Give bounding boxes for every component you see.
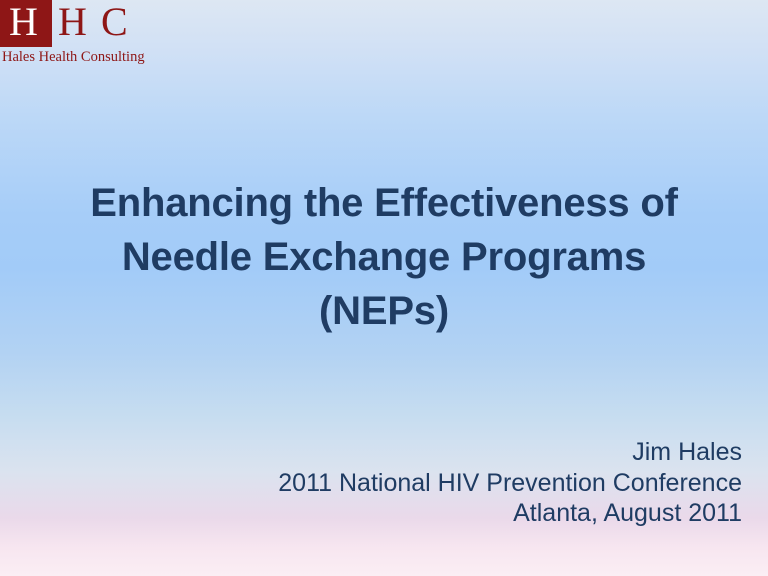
author-credit-block: Jim Hales 2011 National HIV Prevention C… (278, 437, 742, 529)
logo-square-mark (0, 0, 52, 47)
logo-letter-h1: H (9, 0, 38, 44)
presenter-name: Jim Hales (632, 438, 742, 466)
page-title: Enhancing the Effectiveness of Needle Ex… (48, 176, 720, 338)
title-line-2: Needle Exchange Programs (121, 235, 647, 279)
location-and-date: Atlanta, August 2011 (513, 499, 742, 527)
logo-letter-c: C (101, 0, 128, 44)
company-logo: H H C Hales Health Consulting (0, 0, 160, 70)
title-line-1: Enhancing the Effectiveness of (90, 181, 678, 225)
logo-tagline: Hales Health Consulting (2, 49, 145, 65)
logo-letter-h2: H (58, 0, 87, 44)
conference-name: 2011 National HIV Prevention Conference (278, 468, 742, 497)
title-line-3: (NEPs) (319, 289, 449, 333)
